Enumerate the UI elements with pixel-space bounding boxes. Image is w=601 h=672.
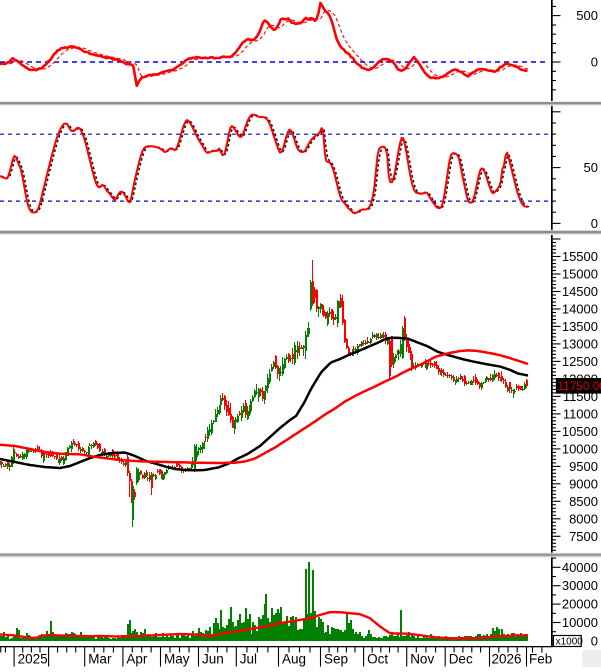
svg-text:Oct: Oct xyxy=(367,652,388,667)
svg-text:11000: 11000 xyxy=(563,406,598,421)
svg-text:9000: 9000 xyxy=(569,476,598,491)
svg-text:40000: 40000 xyxy=(562,560,598,575)
svg-text:x1000: x1000 xyxy=(556,637,584,648)
svg-text:13500: 13500 xyxy=(562,319,598,334)
svg-text:2026: 2026 xyxy=(492,652,522,667)
svg-text:2025: 2025 xyxy=(18,652,48,667)
svg-text:8000: 8000 xyxy=(569,511,598,526)
svg-text:May: May xyxy=(164,652,190,667)
svg-text:14000: 14000 xyxy=(562,302,598,317)
svg-text:Feb: Feb xyxy=(529,652,552,667)
svg-text:Aug: Aug xyxy=(282,652,306,667)
svg-text:Sep: Sep xyxy=(324,652,348,667)
svg-text:15000: 15000 xyxy=(562,267,598,282)
svg-text:10000: 10000 xyxy=(562,441,598,456)
svg-text:8500: 8500 xyxy=(569,494,598,509)
svg-text:Dec: Dec xyxy=(449,652,473,667)
svg-text:11750.00: 11750.00 xyxy=(558,379,601,393)
svg-text:9500: 9500 xyxy=(569,459,598,474)
svg-text:Jun: Jun xyxy=(202,652,224,667)
svg-text:14500: 14500 xyxy=(562,284,598,299)
svg-text:13000: 13000 xyxy=(562,336,598,351)
svg-text:30000: 30000 xyxy=(562,578,598,593)
svg-text:Jul: Jul xyxy=(240,652,257,667)
svg-text:Mar: Mar xyxy=(88,652,112,667)
svg-text:10000: 10000 xyxy=(562,615,598,630)
svg-text:7500: 7500 xyxy=(569,529,598,544)
svg-text:0: 0 xyxy=(591,216,598,231)
svg-text:Apr: Apr xyxy=(126,652,148,667)
svg-text:20000: 20000 xyxy=(562,597,598,612)
svg-text:500: 500 xyxy=(576,8,598,23)
svg-text:15500: 15500 xyxy=(562,249,598,264)
svg-text:10500: 10500 xyxy=(562,424,598,439)
svg-text:12500: 12500 xyxy=(562,354,598,369)
svg-text:Nov: Nov xyxy=(410,652,434,667)
svg-text:0: 0 xyxy=(591,633,598,648)
svg-text:50: 50 xyxy=(584,160,598,175)
svg-text:0: 0 xyxy=(591,55,598,70)
